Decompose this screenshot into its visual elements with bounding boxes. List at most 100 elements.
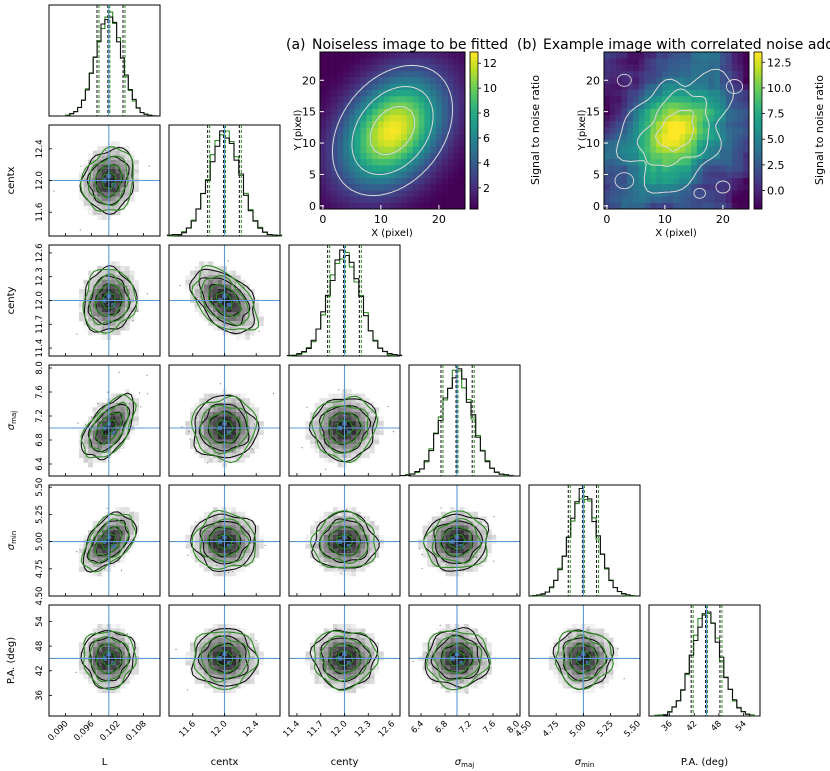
density-cell	[101, 159, 107, 165]
pixel-cell	[389, 183, 396, 191]
density-cell	[111, 164, 116, 170]
pixel-cell	[743, 127, 749, 134]
pixel-cell	[395, 58, 402, 65]
density-cell	[445, 543, 451, 549]
y-tick-label: 7.6	[35, 385, 45, 399]
colorbar-segment	[470, 122, 478, 126]
pixel-cell	[412, 183, 419, 191]
density-cell	[450, 651, 455, 657]
density-cell	[594, 628, 600, 634]
density-peak-cell	[346, 543, 352, 549]
density-cell	[111, 210, 116, 216]
density-contour	[207, 283, 242, 317]
density-cell	[351, 623, 357, 629]
pixel-cell	[621, 102, 628, 109]
density-cell	[115, 434, 121, 440]
density-cell	[208, 284, 214, 290]
density-cell	[190, 275, 195, 280]
pixel-cell	[691, 183, 698, 191]
density-cell	[314, 674, 320, 680]
density-cell	[120, 284, 126, 290]
pixel-cell	[667, 114, 674, 122]
pixel-cell	[395, 139, 402, 147]
colorbar-segment	[754, 161, 762, 165]
density-cell	[468, 665, 474, 671]
density-cell	[323, 430, 329, 436]
density-cell	[208, 393, 214, 399]
density-contour	[95, 412, 123, 446]
sample-point	[105, 545, 107, 548]
pixel-cell	[644, 83, 651, 90]
density-cell	[120, 205, 126, 211]
pixel-cell	[667, 158, 674, 166]
density-cell	[337, 651, 343, 657]
pixel-cell	[667, 102, 674, 109]
pixel-cell	[662, 190, 669, 197]
sample-point	[253, 423, 256, 425]
pixel-cell	[407, 121, 414, 128]
sample-point	[359, 679, 361, 681]
pixel-cell	[702, 121, 709, 128]
density-cell	[459, 646, 465, 652]
pixel-cell	[650, 165, 657, 172]
pixel-cell	[743, 64, 749, 72]
pixel-cell	[436, 165, 443, 172]
density-cell	[199, 543, 204, 549]
pixel-cell	[378, 146, 385, 153]
pixel-cell	[366, 158, 373, 166]
density-cell	[450, 507, 455, 512]
pixel-cell	[441, 146, 448, 153]
density-cell	[208, 293, 214, 299]
density-cell	[120, 416, 126, 422]
density-cell	[558, 674, 563, 680]
colorbar-segment	[754, 182, 762, 186]
pixel-cell	[395, 64, 402, 72]
pixel-cell	[453, 177, 460, 185]
density-cell	[97, 196, 103, 202]
density-cell	[473, 669, 478, 675]
density-cell	[194, 270, 200, 276]
pixel-cell	[627, 139, 634, 147]
pixel-cell	[604, 64, 611, 72]
density-cell	[101, 623, 107, 629]
density-cell	[129, 196, 135, 202]
pixel-cell	[383, 177, 390, 185]
density-cell	[254, 444, 260, 449]
sample-point	[453, 558, 455, 560]
density-cell	[576, 660, 582, 666]
pixel-cell	[441, 133, 448, 141]
pixel-cell	[656, 77, 663, 84]
pixel-cell	[667, 152, 674, 160]
density-cell	[245, 321, 250, 326]
pixel-cell	[650, 121, 657, 128]
pixel-cell	[650, 139, 657, 147]
density-cell	[115, 293, 121, 299]
pixel-cell	[320, 165, 327, 172]
density-cell	[92, 448, 98, 454]
density-cell	[463, 651, 469, 657]
pixel-cell	[656, 158, 663, 166]
density-peak-cell	[226, 302, 232, 308]
colorbar-segment	[470, 201, 478, 205]
sample-point	[350, 666, 352, 669]
pixel-cell	[372, 70, 379, 78]
density-cell	[323, 411, 329, 417]
density-cell	[226, 623, 232, 629]
sample-point	[350, 549, 352, 552]
density-cell	[477, 557, 483, 563]
sample-point	[206, 523, 208, 525]
x-tick-label: 11.4	[282, 719, 302, 739]
density-cell	[124, 507, 130, 512]
pixel-cell	[714, 190, 721, 197]
density-cell	[203, 548, 209, 554]
pixel-cell	[354, 183, 361, 191]
pixel-cell	[401, 190, 408, 197]
sample-point	[103, 279, 106, 281]
sample-point	[208, 670, 210, 672]
image-frame	[319, 51, 466, 210]
density-cell	[208, 646, 214, 652]
density-cell	[231, 557, 237, 563]
pixel-cell	[447, 95, 454, 103]
pixel-cell	[453, 183, 460, 191]
density-cell	[482, 660, 488, 666]
